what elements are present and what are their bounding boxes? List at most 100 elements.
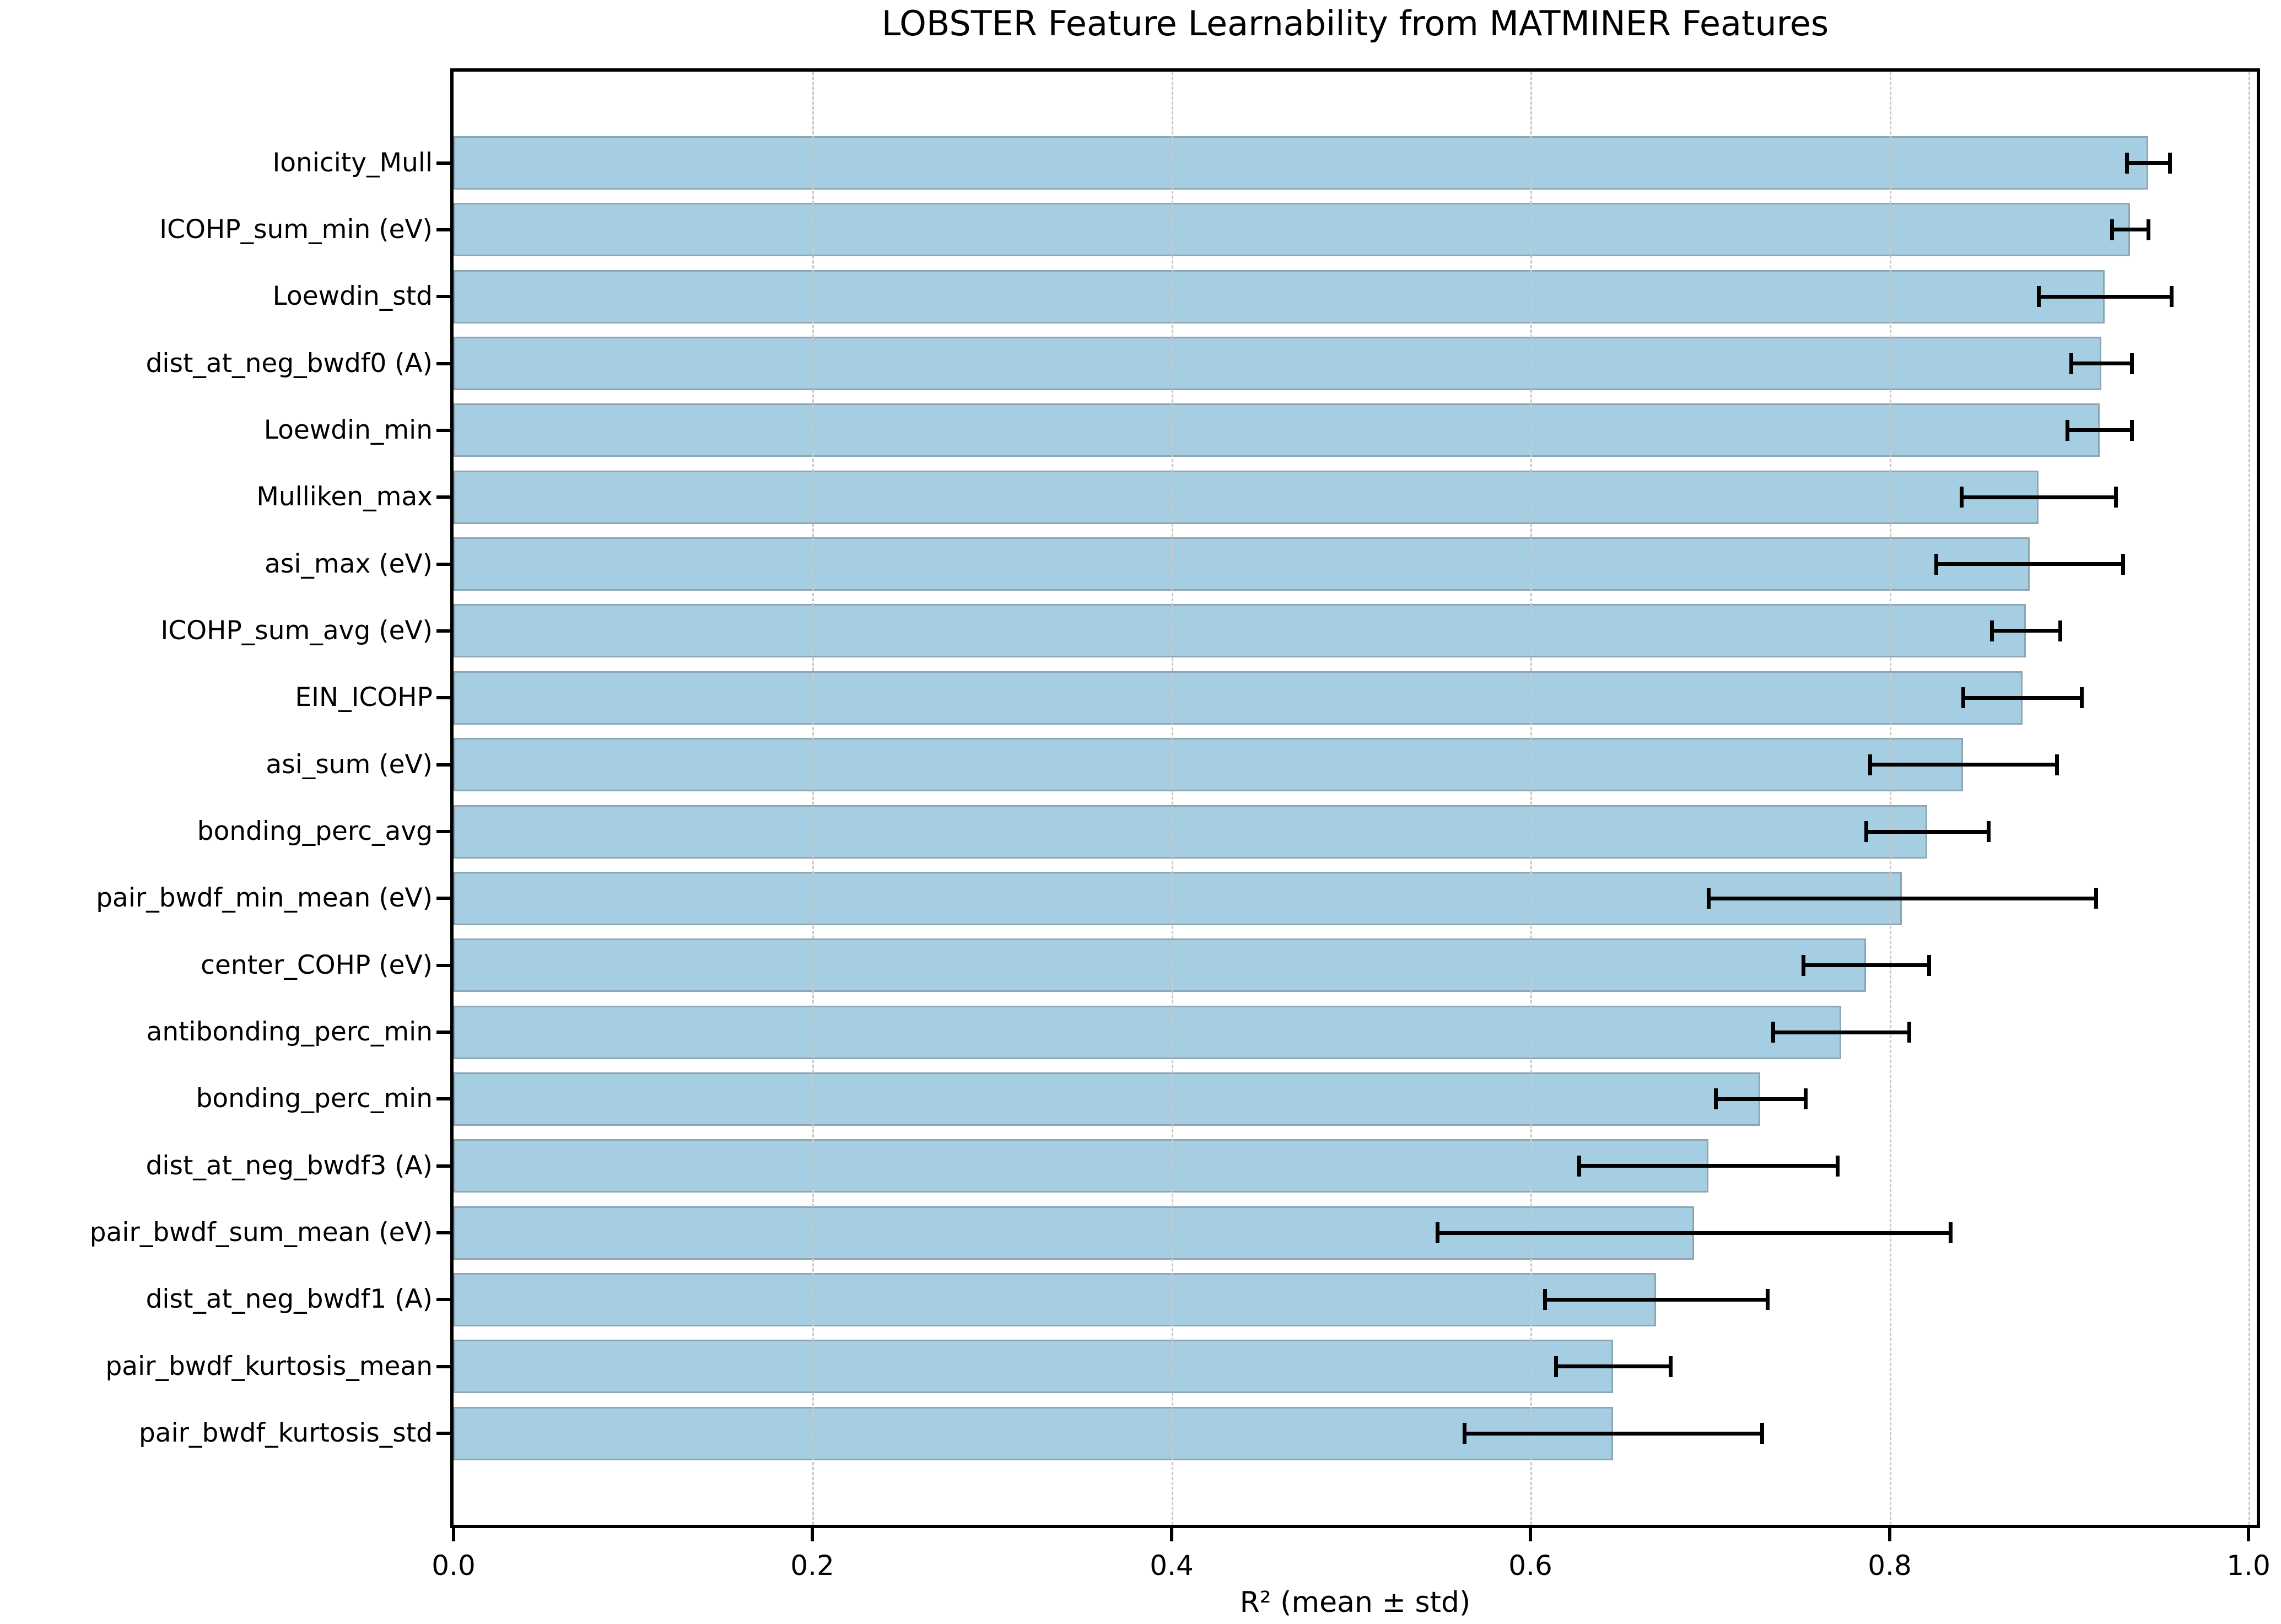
grid-line-0.4 <box>1172 72 1173 1525</box>
error-bar <box>2039 294 2171 299</box>
error-bar <box>1992 629 2060 633</box>
y-tick-mark <box>436 963 450 967</box>
x-tick-mark <box>452 1527 455 1541</box>
bar-pair_bwdf_min_mean (eV) <box>454 871 1902 925</box>
error-bar <box>2067 428 2132 433</box>
grid-line-1 <box>2248 72 2250 1525</box>
plot-area <box>450 68 2260 1528</box>
x-tick-mark <box>2247 1527 2250 1541</box>
error-bar <box>1803 963 1929 968</box>
y-tick-mark <box>436 629 450 633</box>
y-tick-mark <box>436 161 450 165</box>
bar-asi_sum (eV) <box>454 738 1963 792</box>
bar-antibonding_perc_min <box>454 1005 1841 1059</box>
bar-EIN_ICOHP <box>454 671 2023 725</box>
y-tick-label-ICOHP_sum_min (eV): ICOHP_sum_min (eV) <box>159 214 433 245</box>
grid-line-0.8 <box>1890 72 1891 1525</box>
x-tick-label-0.8: 0.8 <box>1868 1550 1912 1582</box>
error-bar-cap <box>2110 219 2114 240</box>
error-bar <box>1437 1231 1950 1235</box>
error-bar-cap <box>2121 553 2125 575</box>
error-bar-cap <box>2036 286 2041 307</box>
error-bar-cap <box>2065 419 2069 441</box>
y-tick-label-pair_bwdf_sum_mean (eV): pair_bwdf_sum_mean (eV) <box>89 1217 433 1248</box>
y-tick-mark <box>436 1030 450 1034</box>
error-bar-cap <box>1907 1022 1911 1043</box>
x-tick-label-1.0: 1.0 <box>2226 1550 2271 1582</box>
y-tick-label-center_COHP (eV): center_COHP (eV) <box>201 949 433 980</box>
y-tick-mark <box>436 1164 450 1168</box>
y-tick-mark <box>436 428 450 432</box>
error-bar <box>2071 362 2132 366</box>
x-tick-mark <box>1529 1527 1532 1541</box>
y-tick-mark <box>436 362 450 365</box>
error-bar <box>1556 1364 1670 1369</box>
y-tick-mark <box>436 763 450 767</box>
y-tick-label-dist_at_neg_bwdf0 (A): dist_at_neg_bwdf0 (A) <box>145 348 433 379</box>
x-axis-label: R² (mean ± std) <box>1239 1586 1471 1619</box>
error-bar-cap <box>2069 353 2073 374</box>
error-bar-cap <box>1989 620 1994 641</box>
error-bar-cap <box>2079 687 2084 709</box>
y-tick-label-antibonding_perc_min: antibonding_perc_min <box>146 1017 433 1048</box>
error-bar <box>2127 161 2170 165</box>
error-bar-cap <box>2054 754 2059 775</box>
y-tick-label-asi_sum (eV): asi_sum (eV) <box>266 749 433 780</box>
y-tick-label-EIN_ICOHP: EIN_ICOHP <box>295 682 433 713</box>
error-bar-cap <box>2167 152 2172 174</box>
y-tick-mark <box>436 295 450 299</box>
y-tick-label-Loewdin_min: Loewdin_min <box>263 414 433 445</box>
y-tick-label-asi_max (eV): asi_max (eV) <box>265 548 433 579</box>
error-bar <box>1579 1164 1837 1168</box>
y-tick-mark <box>436 830 450 833</box>
bar-Mulliken_max <box>454 470 2039 524</box>
error-bar-cap <box>1462 1423 1466 1444</box>
bar-asi_max (eV) <box>454 537 2030 591</box>
y-tick-label-pair_bwdf_kurtosis_std: pair_bwdf_kurtosis_std <box>138 1418 433 1449</box>
error-bar-cap <box>1771 1022 1775 1043</box>
error-bar <box>1961 495 2116 499</box>
x-tick-mark <box>811 1527 814 1541</box>
error-bar-cap <box>1868 754 1872 775</box>
bar-ICOHP_sum_avg (eV) <box>454 604 2026 658</box>
y-tick-label-pair_bwdf_min_mean (eV): pair_bwdf_min_mean (eV) <box>96 883 433 914</box>
error-bar-cap <box>1765 1289 1770 1310</box>
bar-Loewdin_min <box>454 403 2100 457</box>
error-bar-cap <box>2058 620 2062 641</box>
y-tick-mark <box>436 696 450 700</box>
y-tick-mark <box>436 562 450 566</box>
error-bar-cap <box>1435 1222 1439 1244</box>
x-tick-label-0.0: 0.0 <box>432 1550 476 1582</box>
error-bar-cap <box>1760 1423 1764 1444</box>
y-tick-mark <box>436 1231 450 1235</box>
error-bar <box>1464 1431 1762 1436</box>
error-bar-cap <box>1959 487 1964 508</box>
y-tick-mark <box>436 1298 450 1302</box>
bar-pair_bwdf_kurtosis_mean <box>454 1340 1613 1394</box>
grid-line-0.6 <box>1530 72 1532 1525</box>
error-bar <box>2112 228 2148 232</box>
x-tick-label-0.6: 0.6 <box>1508 1550 1552 1582</box>
bar-Ionicity_Mull <box>454 136 2148 190</box>
error-bar-cap <box>2129 353 2134 374</box>
error-bar-cap <box>1927 954 1931 976</box>
error-bar-cap <box>2169 286 2174 307</box>
error-bar <box>1716 1097 1805 1101</box>
error-bar-cap <box>1948 1222 1953 1244</box>
error-bar-cap <box>1986 821 1991 842</box>
bar-bonding_perc_min <box>454 1072 1760 1126</box>
bar-center_COHP (eV) <box>454 938 1866 992</box>
y-tick-label-Ionicity_Mull: Ionicity_Mull <box>272 147 433 178</box>
error-bar-cap <box>1577 1155 1581 1177</box>
bar-dist_at_neg_bwdf0 (A) <box>454 337 2101 391</box>
x-tick-mark <box>1888 1527 1891 1541</box>
error-bar-cap <box>1668 1356 1673 1377</box>
error-bar-cap <box>2129 419 2134 441</box>
y-tick-label-dist_at_neg_bwdf1 (A): dist_at_neg_bwdf1 (A) <box>145 1284 433 1315</box>
error-bar-cap <box>1835 1155 1840 1177</box>
y-tick-mark <box>436 1432 450 1436</box>
y-tick-label-bonding_perc_min: bonding_perc_min <box>196 1083 433 1114</box>
grid-line-0.2 <box>812 72 814 1525</box>
y-tick-label-dist_at_neg_bwdf3 (A): dist_at_neg_bwdf3 (A) <box>145 1150 433 1181</box>
y-tick-label-Mulliken_max: Mulliken_max <box>256 482 433 512</box>
